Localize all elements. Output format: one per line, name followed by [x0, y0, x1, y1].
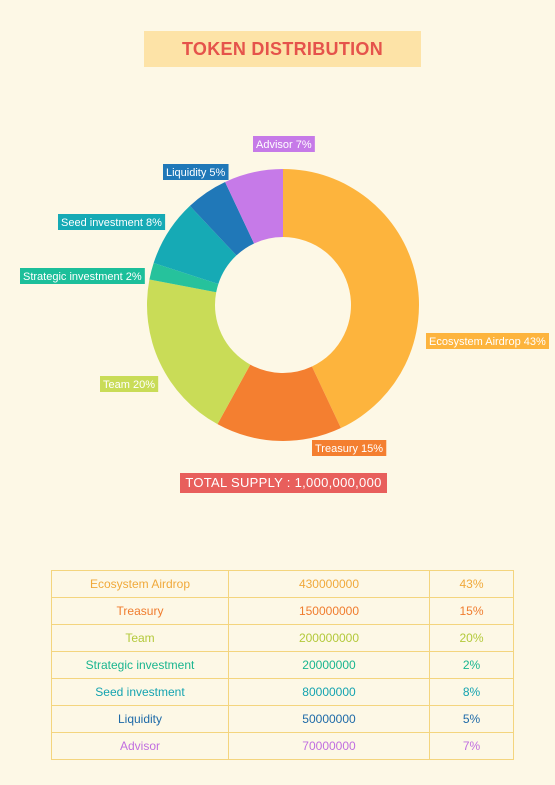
cell-name: Ecosystem Airdrop: [51, 570, 229, 598]
cell-amount: 50000000: [228, 705, 430, 733]
label-text-advisor: Advisor 7%: [256, 139, 312, 151]
cell-percent: 43%: [429, 570, 514, 598]
cell-percent: 8%: [429, 678, 514, 706]
label-seed-investment: Seed investment 8%: [58, 214, 166, 230]
cell-name: Strategic investment: [51, 651, 229, 679]
label-liquidity: Liquidity 5%: [163, 164, 229, 180]
cell-percent: 7%: [429, 732, 514, 760]
cell-amount: 20000000: [228, 651, 430, 679]
label-bg-team: [100, 376, 159, 392]
slice-seed-investment: [153, 205, 237, 284]
slice-ecosystem-airdrop: [283, 169, 420, 429]
distribution-table-body: Ecosystem Airdrop 430000000 43% Treasury 150…: [51, 570, 514, 760]
slice-liquidity: [189, 181, 255, 256]
cell-amount: 430000000: [228, 570, 430, 598]
table-row-liquidity: Liquidity 50000000 5%: [51, 705, 514, 733]
table-row-treasury: Treasury 150000000 15%: [51, 597, 514, 625]
label-bg-liquidity: [163, 164, 229, 180]
label-team: Team 20%: [100, 376, 159, 392]
label-bg-treasury: [312, 440, 387, 456]
slice-strategic-investment: [149, 262, 219, 293]
label-text-liquidity: Liquidity 5%: [166, 167, 226, 179]
slice-treasury: [217, 364, 341, 441]
total-supply-badge: TOTAL SUPPLY : 1,000,000,000: [180, 473, 387, 493]
page-title: TOKEN DISTRIBUTION: [181, 38, 384, 59]
label-advisor: Advisor 7%: [253, 136, 315, 152]
title-banner: TOKEN DISTRIBUTION: [144, 31, 421, 67]
label-bg-strategic-investment: [20, 268, 145, 284]
table-row-team: Team 200000000 20%: [51, 624, 514, 652]
table-row-seed-investment: Seed investment 80000000 8%: [51, 678, 514, 706]
label-ecosystem-airdrop: Ecosystem Airdrop 43%: [426, 333, 549, 349]
cell-name: Team: [51, 624, 229, 652]
cell-amount: 80000000: [228, 678, 430, 706]
cell-name: Liquidity: [51, 705, 229, 733]
table-row-strategic-investment: Strategic investment 20000000 2%: [51, 651, 514, 679]
cell-name: Treasury: [51, 597, 229, 625]
cell-percent: 20%: [429, 624, 514, 652]
label-bg-advisor: [253, 136, 315, 152]
cell-name: Advisor: [51, 732, 229, 760]
distribution-table: Ecosystem Airdrop 430000000 43% Treasury 150…: [51, 570, 514, 760]
cell-name: Seed investment: [51, 678, 229, 706]
cell-percent: 15%: [429, 597, 514, 625]
cell-amount: 200000000: [228, 624, 430, 652]
label-bg-ecosystem-airdrop: [426, 333, 549, 349]
cell-percent: 2%: [429, 651, 514, 679]
cell-amount: 70000000: [228, 732, 430, 760]
label-text-strategic-investment: Strategic investment 2%: [23, 271, 142, 283]
label-treasury: Treasury 15%: [312, 440, 387, 456]
label-text-seed-investment: Seed investment 8%: [61, 217, 162, 229]
cell-percent: 5%: [429, 705, 514, 733]
slice-team: [147, 279, 251, 425]
label-text-team: Team 20%: [103, 379, 155, 391]
table-row-ecosystem-airdrop: Ecosystem Airdrop 430000000 43%: [51, 570, 514, 598]
cell-amount: 150000000: [228, 597, 430, 625]
slice-advisor: [225, 169, 283, 244]
label-text-ecosystem-airdrop: Ecosystem Airdrop 43%: [429, 336, 546, 348]
label-bg-seed-investment: [58, 214, 166, 230]
table-row-advisor: Advisor 70000000 7%: [51, 732, 514, 760]
label-strategic-investment: Strategic investment 2%: [20, 268, 145, 284]
label-text-treasury: Treasury 15%: [315, 443, 383, 455]
